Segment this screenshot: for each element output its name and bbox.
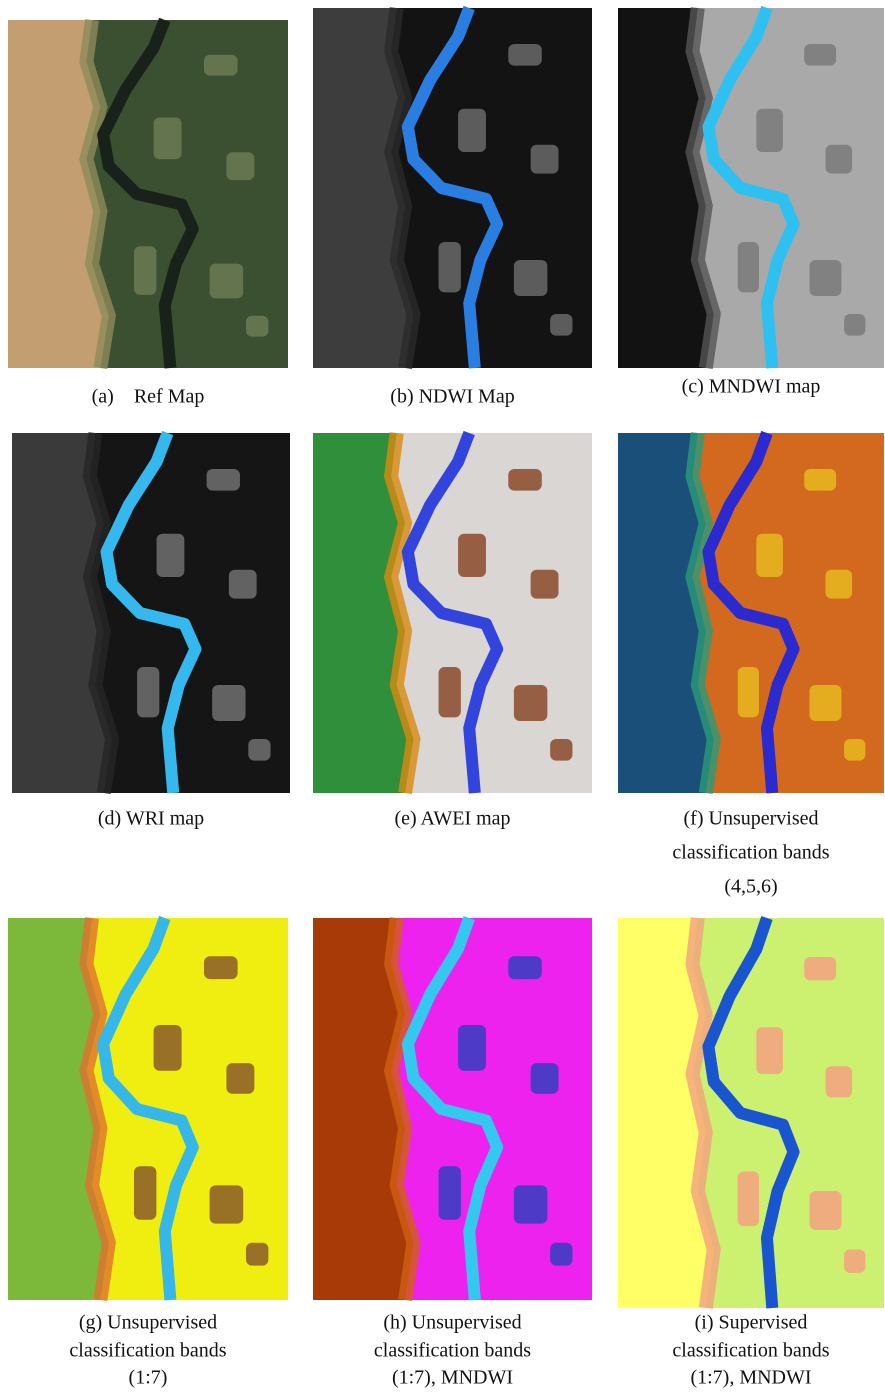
land-patch <box>439 667 461 717</box>
caption: classification bands <box>69 1340 226 1362</box>
caption: (d) WRI map <box>98 808 204 830</box>
land-patch <box>531 570 559 599</box>
caption: classification bands <box>374 1340 531 1362</box>
land-patch <box>207 469 240 491</box>
panel-image <box>313 8 592 368</box>
land-patch <box>804 469 836 491</box>
land-patch <box>439 242 461 292</box>
land-patch <box>825 145 852 174</box>
caption: classification bands <box>672 1340 829 1362</box>
land-patch <box>439 1166 461 1219</box>
land-patch <box>248 739 270 761</box>
land-patch <box>226 152 254 180</box>
land-patch <box>514 1185 547 1223</box>
land-patch <box>210 1185 244 1223</box>
caption: (g) Unsupervised <box>79 1312 217 1334</box>
land-patch <box>844 1250 865 1273</box>
figure: (a) Ref Map (b) NDWI Map (c) MNDWI map (d) … <box>0 0 885 1393</box>
land-patch <box>508 956 541 979</box>
land-patch <box>804 957 836 980</box>
caption: (h) Unsupervised <box>383 1312 521 1334</box>
land-patch <box>134 1166 156 1219</box>
land-patch <box>810 260 842 296</box>
land-patch <box>844 314 865 336</box>
land-patch <box>508 44 541 66</box>
land-patch <box>204 956 238 979</box>
land-patch <box>508 469 541 491</box>
land-patch <box>825 1066 852 1097</box>
caption: (a) Ref Map <box>92 386 205 408</box>
caption: (e) AWEI map <box>394 808 510 830</box>
land-patch <box>738 667 759 717</box>
land-patch <box>137 667 159 717</box>
panel-image <box>618 433 884 793</box>
land-patch <box>514 685 547 721</box>
land-patch <box>756 1027 783 1074</box>
caption: (4,5,6) <box>724 876 777 898</box>
land-patch <box>531 145 559 174</box>
panel-image <box>313 433 592 793</box>
land-patch <box>738 242 759 292</box>
caption: classification bands <box>672 842 829 864</box>
panel-image <box>618 918 884 1308</box>
land-patch <box>514 260 547 296</box>
land-patch <box>154 117 182 159</box>
panel-image <box>12 433 290 793</box>
land-patch <box>810 685 842 721</box>
panel-image <box>8 20 288 368</box>
land-patch <box>154 1025 182 1071</box>
land-patch <box>550 1243 572 1266</box>
land-patch <box>229 570 257 599</box>
land-patch <box>212 685 245 721</box>
land-patch <box>810 1191 842 1230</box>
caption: (b) NDWI Map <box>390 386 514 408</box>
land-patch <box>550 314 572 336</box>
panel-image <box>618 8 884 368</box>
land-patch <box>204 55 238 76</box>
land-patch <box>756 534 783 577</box>
caption: (f) Unsupervised <box>684 808 819 830</box>
land-patch <box>134 246 156 295</box>
caption: (i) Supervised <box>695 1312 808 1334</box>
land-patch <box>458 534 486 577</box>
land-patch <box>756 109 783 152</box>
land-patch <box>226 1063 254 1094</box>
caption: (1:7), MNDWI <box>392 1367 513 1389</box>
land-patch <box>458 1025 486 1071</box>
land-patch <box>550 739 572 761</box>
land-patch <box>531 1063 559 1094</box>
panel-image <box>8 918 288 1300</box>
land-patch <box>246 1243 268 1266</box>
land-patch <box>844 739 865 761</box>
caption: (c) MNDWI map <box>682 376 821 398</box>
caption: (1:7) <box>129 1367 168 1389</box>
land-patch <box>210 264 244 299</box>
land-patch <box>825 570 852 599</box>
land-patch <box>804 44 836 66</box>
panel-image <box>313 918 592 1300</box>
caption: (1:7), MNDWI <box>690 1367 811 1389</box>
land-patch <box>157 534 185 577</box>
land-patch <box>458 109 486 152</box>
land-patch <box>738 1172 759 1227</box>
land-patch <box>246 316 268 337</box>
